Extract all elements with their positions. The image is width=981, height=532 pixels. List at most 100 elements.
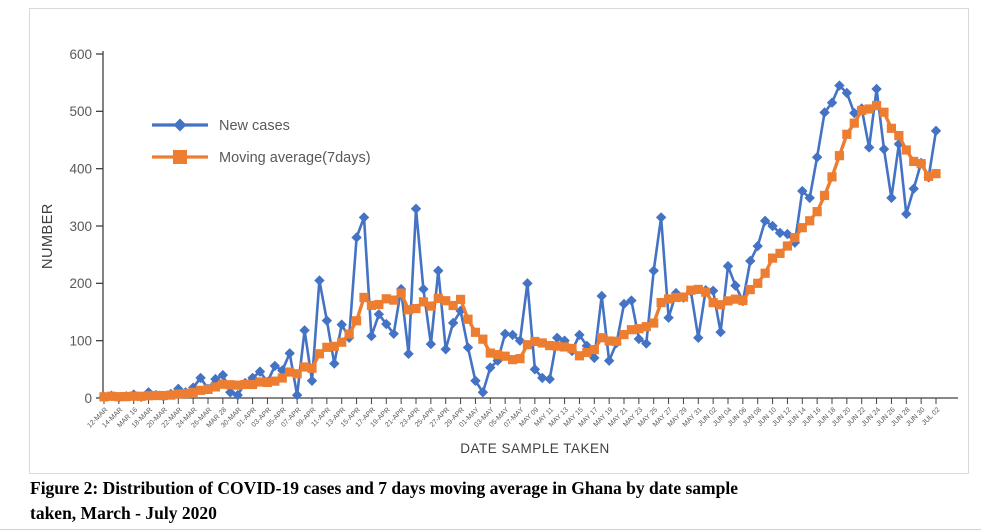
moving-average-point bbox=[871, 101, 882, 111]
moving-average-point bbox=[322, 342, 332, 352]
moving-average-point bbox=[381, 294, 391, 304]
moving-average-point bbox=[262, 377, 273, 388]
moving-average-point bbox=[233, 380, 243, 390]
moving-average-point bbox=[329, 341, 339, 351]
moving-average-point bbox=[537, 338, 547, 348]
moving-average-point bbox=[805, 216, 815, 226]
moving-average-point bbox=[448, 300, 458, 311]
moving-average-point bbox=[782, 241, 793, 251]
moving-average-point bbox=[611, 336, 622, 346]
moving-average-point bbox=[663, 294, 674, 304]
bottom-divider bbox=[0, 529, 981, 530]
legend-item-moving-average: Moving average(7days) bbox=[152, 150, 371, 166]
new-cases-point bbox=[893, 138, 905, 150]
moving-average-point bbox=[678, 292, 689, 302]
new-cases-point bbox=[373, 309, 385, 320]
new-cases-point bbox=[425, 338, 437, 350]
new-cases-point bbox=[440, 344, 451, 355]
new-cases-point bbox=[418, 283, 429, 295]
moving-average-point bbox=[441, 296, 451, 306]
moving-average-point bbox=[916, 159, 926, 169]
new-cases-point bbox=[187, 382, 199, 393]
moving-average-point bbox=[240, 379, 250, 390]
moving-average-point bbox=[121, 391, 131, 402]
new-cases-point bbox=[329, 358, 340, 369]
moving-average-point bbox=[797, 223, 807, 233]
chart-container: 0 100 200 300 400 500 600 12-MAR 14-MAR MAR 16 18-… bbox=[29, 8, 969, 474]
moving-average-point bbox=[819, 190, 830, 201]
new-cases-point bbox=[722, 260, 734, 272]
moving-average-point bbox=[589, 345, 599, 355]
moving-average-point bbox=[188, 387, 198, 397]
y-tick-label: 200 bbox=[69, 276, 92, 291]
moving-average-point bbox=[552, 341, 562, 351]
moving-average-point bbox=[567, 343, 577, 354]
moving-average-point bbox=[455, 294, 466, 304]
moving-average-point bbox=[574, 351, 585, 361]
moving-average-point bbox=[299, 362, 310, 372]
new-cases-point bbox=[901, 208, 912, 220]
moving-average-point bbox=[463, 314, 473, 324]
new-cases-point bbox=[447, 317, 459, 329]
legend: New cases Moving average(7days) bbox=[152, 118, 371, 166]
y-tick-label: 500 bbox=[69, 104, 92, 119]
moving-average-point bbox=[366, 300, 377, 310]
moving-average-point bbox=[886, 123, 897, 133]
moving-average-point bbox=[619, 329, 629, 340]
moving-average-point bbox=[285, 367, 295, 377]
moving-average-point bbox=[931, 169, 941, 179]
y-axis-title: NUMBER bbox=[40, 203, 56, 269]
new-cases-point bbox=[232, 389, 243, 401]
moving-average-point bbox=[210, 382, 221, 392]
moving-average-point bbox=[403, 305, 414, 315]
moving-average-point bbox=[909, 156, 919, 167]
moving-average-point bbox=[500, 351, 510, 361]
moving-average-point bbox=[626, 325, 637, 335]
y-tick-label: 300 bbox=[69, 219, 92, 234]
y-tick-label: 0 bbox=[84, 391, 92, 406]
new-cases-point bbox=[849, 107, 860, 119]
moving-average-point bbox=[515, 354, 525, 364]
moving-average-point bbox=[218, 379, 228, 389]
new-cases-point bbox=[715, 326, 726, 338]
new-cases-point bbox=[403, 348, 414, 360]
new-cases-point bbox=[522, 278, 533, 289]
new-cases-point bbox=[878, 143, 890, 155]
moving-average-point bbox=[485, 348, 495, 358]
moving-average-point bbox=[715, 300, 726, 310]
moving-average-point bbox=[359, 292, 369, 303]
new-cases-point bbox=[299, 325, 310, 336]
moving-average-point bbox=[478, 334, 488, 344]
moving-average-point bbox=[337, 337, 347, 347]
moving-average-point bbox=[225, 380, 235, 390]
moving-average-point bbox=[790, 233, 800, 243]
new-cases-point bbox=[381, 318, 392, 330]
new-cases-point bbox=[470, 375, 481, 386]
moving-average-point bbox=[203, 384, 213, 394]
moving-average-point bbox=[767, 253, 778, 263]
moving-average-point bbox=[827, 172, 837, 182]
moving-average-point bbox=[114, 392, 124, 402]
new-cases-point bbox=[774, 227, 786, 239]
moving-average-point bbox=[292, 369, 302, 379]
new-cases-point bbox=[886, 192, 897, 204]
moving-average-point bbox=[760, 268, 770, 278]
new-cases-point bbox=[648, 265, 659, 276]
new-cases-point bbox=[707, 285, 719, 296]
moving-average-point bbox=[99, 392, 109, 402]
moving-average-point bbox=[864, 104, 874, 114]
moving-average-point bbox=[745, 284, 755, 295]
y-tick-label: 600 bbox=[69, 47, 92, 62]
moving-average-point bbox=[270, 376, 280, 386]
new-cases-point bbox=[655, 212, 667, 223]
moving-average-point bbox=[507, 355, 518, 365]
new-cases-point bbox=[596, 290, 607, 302]
moving-average-point bbox=[411, 303, 421, 314]
new-cases-point bbox=[514, 335, 526, 346]
new-cases-point bbox=[841, 87, 853, 99]
moving-average-point bbox=[374, 299, 384, 310]
moving-average-point bbox=[842, 129, 852, 139]
